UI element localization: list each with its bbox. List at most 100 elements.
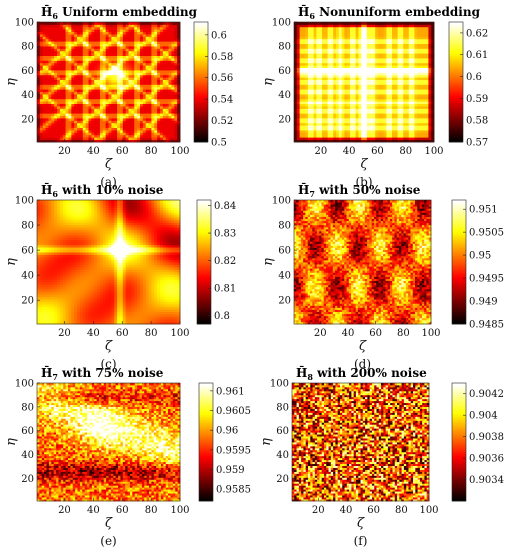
heatmap-cell: [319, 74, 323, 78]
heatmap-cell: [122, 41, 127, 44]
heatmap-cell: [177, 74, 181, 78]
heatmap-cell: [65, 48, 69, 52]
heatmap-cell: [105, 70, 109, 73]
heatmap-cell: [380, 67, 384, 71]
heatmap-cell: [420, 50, 424, 54]
heatmap-cell: [347, 118, 351, 121]
heatmap-cell: [174, 26, 178, 30]
heatmap-cell: [417, 127, 421, 131]
heatmap-cell: [137, 82, 141, 85]
heatmap-cell: [375, 137, 379, 140]
heatmap-cell: [414, 91, 418, 95]
heatmap-cell: [62, 84, 66, 88]
heatmap-cell: [386, 103, 390, 107]
heatmap-cell: [159, 91, 164, 95]
heatmap-cell: [296, 103, 300, 107]
heatmap-cell: [352, 74, 356, 78]
heatmap-cell: [65, 74, 69, 78]
heatmap-cell: [105, 82, 109, 85]
heatmap-cell: [114, 79, 118, 83]
heatmap-cell: [364, 29, 368, 32]
heatmap-cell: [111, 118, 115, 121]
heatmap-cell: [389, 38, 393, 42]
heatmap-cell: [389, 101, 393, 104]
heatmap-cell: [159, 29, 164, 32]
heatmap-cell: [48, 36, 52, 40]
heatmap-cell: [154, 70, 158, 73]
heatmap-cell: [125, 137, 129, 140]
heatmap-cell: [148, 53, 152, 56]
heatmap-cell: [37, 118, 41, 121]
heatmap-cell: [57, 125, 61, 128]
heatmap-cell: [378, 50, 382, 54]
heatmap-cell: [406, 82, 410, 85]
heatmap-cell: [369, 55, 373, 59]
heatmap-cell: [57, 62, 61, 66]
heatmap-cell: [157, 65, 161, 68]
heatmap-cell: [386, 72, 390, 76]
heatmap-cell: [108, 115, 112, 119]
heatmap-cell: [310, 94, 314, 97]
heatmap-cell: [51, 41, 55, 44]
heatmap-cell: [122, 22, 127, 25]
heatmap-cell: [403, 82, 407, 85]
heatmap-cell: [308, 67, 312, 71]
heatmap-cell: [177, 137, 181, 140]
heatmap-cell: [313, 26, 317, 30]
heatmap-cell: [422, 50, 426, 54]
heatmap-cell: [57, 86, 61, 90]
heatmap-cell: [406, 60, 410, 64]
heatmap-cell: [322, 108, 326, 112]
heatmap-cell: [145, 96, 149, 100]
heatmap-cell: [119, 86, 124, 90]
heatmap-cell: [79, 67, 84, 71]
heatmap-cell: [137, 84, 141, 88]
heatmap-cell: [358, 26, 362, 30]
heatmap-cell: [364, 34, 368, 37]
heatmap-cell: [397, 108, 401, 112]
heatmap-cell: [151, 67, 155, 71]
heatmap-cell: [77, 79, 81, 83]
heatmap-cell: [330, 84, 334, 88]
heatmap-cell: [302, 72, 306, 76]
heatmap-cell: [137, 91, 141, 95]
heatmap-cell: [336, 77, 340, 80]
heatmap-cell: [71, 108, 75, 112]
heatmap-cell: [319, 29, 323, 32]
heatmap-cell: [411, 130, 415, 133]
heatmap-cell: [102, 101, 107, 104]
heatmap-cell: [305, 122, 309, 126]
heatmap-cell: [380, 84, 384, 88]
heatmap-cell: [397, 115, 401, 119]
heatmap-cell: [79, 74, 84, 78]
heatmap-cell: [42, 98, 46, 102]
heatmap-cell: [74, 134, 78, 138]
heatmap-cell: [108, 77, 112, 80]
heatmap-cell: [117, 98, 121, 102]
heatmap-cell: [148, 58, 152, 61]
heatmap-cell: [88, 79, 92, 83]
heatmap-cell: [37, 38, 41, 42]
heatmap-cell: [394, 77, 398, 80]
heatmap-cell: [372, 26, 376, 30]
heatmap-cell: [114, 62, 118, 66]
heatmap-cell: [54, 41, 58, 44]
heatmap-cell: [417, 41, 421, 44]
heatmap-cell: [119, 36, 124, 40]
heatmap-cell: [88, 125, 92, 128]
heatmap-cell: [59, 24, 64, 28]
heatmap-cell: [344, 98, 348, 102]
heatmap-cell: [330, 60, 334, 64]
heatmap-cell: [341, 127, 345, 131]
heatmap-cell: [403, 139, 407, 143]
heatmap-cell: [117, 70, 121, 73]
heatmap-cell: [114, 106, 118, 109]
heatmap-cell: [364, 46, 368, 49]
heatmap-cell: [338, 115, 342, 119]
heatmap-cell: [417, 38, 421, 42]
heatmap-cell: [361, 137, 365, 140]
heatmap-cell: [157, 84, 161, 88]
heatmap-cell: [428, 74, 432, 78]
heatmap-cell: [327, 31, 331, 35]
heatmap-cell: [108, 137, 112, 140]
